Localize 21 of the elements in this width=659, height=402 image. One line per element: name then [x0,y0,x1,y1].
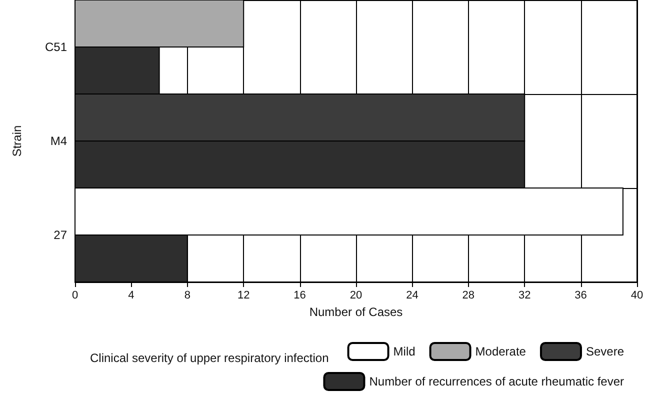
x-tick-label: 36 [574,290,587,302]
y-tick-label: 27 [54,228,68,242]
x-tick-label: 12 [237,290,250,302]
legend-label: Moderate [475,344,526,358]
x-tick-label: 20 [350,290,362,302]
x-tick-label: 24 [406,290,418,302]
x-tick-label: 16 [294,290,306,302]
y-axis-title: Strain [10,125,24,157]
y-tick-label: C51 [44,40,68,54]
legend-title: Clinical severity of upper respiratory infection [90,351,329,365]
legend-label: Number of recurrences of acute rheumatic fever [369,374,624,388]
legend-label: Mild [393,344,416,358]
legend-label: Severe [586,344,624,358]
x-tick-label: 40 [630,290,644,302]
x-tick-label: 8 [184,290,190,302]
x-tick-label: 4 [128,290,134,302]
x-tick-label: 0 [72,290,78,302]
y-tick-label: M4 [50,134,68,148]
x-tick-label: 28 [462,290,475,302]
x-tick-label: 32 [518,290,531,302]
x-axis-title: Number of Cases [309,304,403,319]
